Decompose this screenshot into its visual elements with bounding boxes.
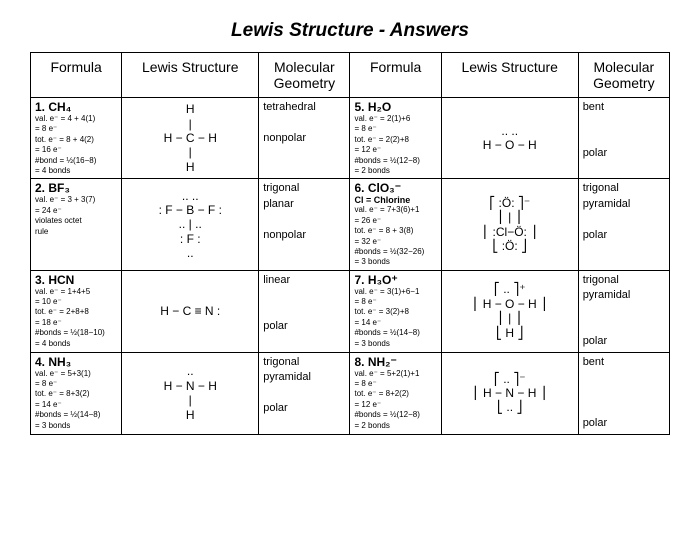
formula-cell: 3. HCNval. e⁻ = 1+4+5 = 10 e⁻ tot. e⁻ = … xyxy=(31,270,122,352)
formula-cell: 4. NH₃val. e⁻ = 5+3(1) = 8 e⁻ tot. e⁻ = … xyxy=(31,352,122,434)
geometry-cell: bent polar xyxy=(578,98,669,179)
table-row: 4. NH₃val. e⁻ = 5+3(1) = 8 e⁻ tot. e⁻ = … xyxy=(31,352,670,434)
geometry-cell: tetrahedral nonpolar xyxy=(259,98,350,179)
lewis-cell: H | H − C − H | H xyxy=(122,98,259,179)
table-row: 2. BF₃val. e⁻ = 3 + 3(7) = 24 e⁻ violate… xyxy=(31,179,670,270)
formula-cell: 7. H₃O⁺val. e⁻ = 3(1)+6−1 = 8 e⁻ tot. e⁻… xyxy=(350,270,441,352)
formula-number: 3. HCN xyxy=(35,273,117,287)
formula-note: Cl = Chlorine xyxy=(354,195,436,205)
formula-number: 2. BF₃ xyxy=(35,181,117,195)
formula-number: 7. H₃O⁺ xyxy=(354,273,436,287)
th-geom-2: Molecular Geometry xyxy=(578,53,669,98)
formula-calc: val. e⁻ = 1+4+5 = 10 e⁻ tot. e⁻ = 2+8+8 … xyxy=(35,287,117,349)
formula-cell: 8. NH₂⁻val. e⁻ = 5+2(1)+1 = 8 e⁻ tot. e⁻… xyxy=(350,352,441,434)
formula-number: 8. NH₂⁻ xyxy=(354,355,436,369)
table-row: 3. HCNval. e⁻ = 1+4+5 = 10 e⁻ tot. e⁻ = … xyxy=(31,270,670,352)
formula-cell: 5. H₂Oval. e⁻ = 2(1)+6 = 8 e⁻ tot. e⁻ = … xyxy=(350,98,441,179)
formula-calc: val. e⁻ = 3 + 3(7) = 24 e⁻ violates octe… xyxy=(35,195,117,237)
formula-number: 4. NH₃ xyxy=(35,355,117,369)
header-row: Formula Lewis Structure Molecular Geomet… xyxy=(31,53,670,98)
formula-calc: val. e⁻ = 3(1)+6−1 = 8 e⁻ tot. e⁻ = 3(2)… xyxy=(354,287,436,349)
geometry-cell: trigonal pyramidal polar xyxy=(259,352,350,434)
geometry-cell: trigonal pyramidal polar xyxy=(578,179,669,270)
formula-cell: 6. ClO₃⁻Cl = Chlorineval. e⁻ = 7+3(6)+1 … xyxy=(350,179,441,270)
lewis-cell: ⎡ .. ⎤⁺ ⎢ H − O − H ⎥ ⎢ | ⎥ ⎣ H ⎦ xyxy=(441,270,578,352)
formula-calc: val. e⁻ = 5+2(1)+1 = 8 e⁻ tot. e⁻ = 8+2(… xyxy=(354,369,436,431)
formula-number: 6. ClO₃⁻ xyxy=(354,181,436,195)
table-row: 1. CH₄val. e⁻ = 4 + 4(1) = 8 e⁻ tot. e⁻ … xyxy=(31,98,670,179)
geometry-cell: bent polar xyxy=(578,352,669,434)
lewis-cell: ⎡ .. ⎤⁻ ⎢ H − N − H ⎥ ⎣ .. ⎦ xyxy=(441,352,578,434)
formula-cell: 2. BF₃val. e⁻ = 3 + 3(7) = 24 e⁻ violate… xyxy=(31,179,122,270)
formula-calc: val. e⁻ = 4 + 4(1) = 8 e⁻ tot. e⁻ = 8 + … xyxy=(35,114,117,176)
geometry-cell: linear polar xyxy=(259,270,350,352)
geometry-cell: trigonal pyramidal polar xyxy=(578,270,669,352)
lewis-cell: .. H − N − H | H xyxy=(122,352,259,434)
lewis-cell: .. .. H − O − H xyxy=(441,98,578,179)
lewis-cell: H − C ≡ N : xyxy=(122,270,259,352)
th-lewis-1: Lewis Structure xyxy=(122,53,259,98)
th-formula-2: Formula xyxy=(350,53,441,98)
formula-number: 1. CH₄ xyxy=(35,100,117,114)
th-formula-1: Formula xyxy=(31,53,122,98)
formula-cell: 1. CH₄val. e⁻ = 4 + 4(1) = 8 e⁻ tot. e⁻ … xyxy=(31,98,122,179)
geometry-cell: trigonal planar nonpolar xyxy=(259,179,350,270)
th-geom-1: Molecular Geometry xyxy=(259,53,350,98)
answers-table: Formula Lewis Structure Molecular Geomet… xyxy=(30,52,670,435)
page-title: Lewis Structure - Answers xyxy=(30,20,670,42)
th-lewis-2: Lewis Structure xyxy=(441,53,578,98)
formula-calc: val. e⁻ = 2(1)+6 = 8 e⁻ tot. e⁻ = 2(2)+8… xyxy=(354,114,436,176)
lewis-cell: .. .. : F − B − F : .. | .. : F : .. xyxy=(122,179,259,270)
formula-calc: val. e⁻ = 5+3(1) = 8 e⁻ tot. e⁻ = 8+3(2)… xyxy=(35,369,117,431)
formula-calc: val. e⁻ = 7+3(6)+1 = 26 e⁻ tot. e⁻ = 8 +… xyxy=(354,205,436,267)
formula-number: 5. H₂O xyxy=(354,100,436,114)
lewis-cell: ⎡ :Ö: ⎤⁻ ⎢ | ⎥ ⎢ :Cl−Ö: ⎥ ⎣ :Ö: ⎦ xyxy=(441,179,578,270)
